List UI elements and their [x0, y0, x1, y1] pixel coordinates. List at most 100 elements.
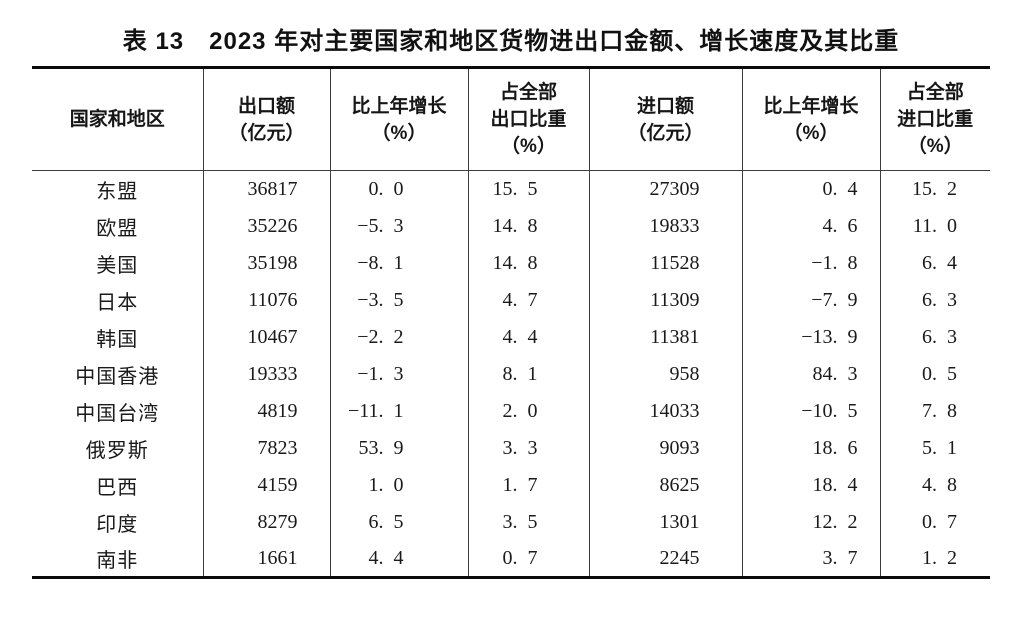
header-line: 占全部 [906, 82, 964, 103]
cell-import-value: 11309 [588, 281, 742, 319]
cell-export-share: 2. 0 [467, 392, 589, 430]
cell-region: 南非 [96, 549, 139, 572]
cell-import-value: 14033 [588, 392, 742, 430]
row-japan: 日本 11076 −3. 5 4. 7 11309 −7. 9 6. 3 [32, 281, 990, 319]
cell-region: 印度 [96, 513, 139, 536]
cell-region: 日本 [96, 291, 139, 314]
cell-import-growth: −10. 5 [741, 392, 880, 430]
cell-export-share: 8. 1 [467, 355, 589, 393]
cell-import-share: 15. 2 [879, 170, 990, 208]
cell-export-share: 1. 7 [467, 466, 589, 504]
row-india: 印度 8279 6. 5 3. 5 1301 12. 2 0. 7 [32, 503, 990, 541]
cell-export-value: 10467 [202, 318, 330, 356]
row-southafrica: 南非 1661 4. 4 0. 7 2245 3. 7 1. 2 [32, 540, 990, 578]
cell-import-growth: 3. 7 [741, 540, 880, 578]
cell-export-share: 3. 5 [467, 503, 589, 541]
cell-export-value: 36817 [202, 170, 330, 208]
header-line: （%） [501, 136, 556, 157]
cell-import-value: 27309 [588, 170, 742, 208]
cell-import-value: 19833 [588, 207, 742, 245]
cell-export-share: 0. 7 [467, 540, 589, 578]
row-asean: 东盟 36817 0. 0 15. 5 27309 0. 4 15. 2 [32, 170, 990, 208]
row-taiwan: 中国台湾 4819 −11. 1 2. 0 14033 −10. 5 7. 8 [32, 392, 990, 430]
header-line: （亿元） [228, 122, 305, 144]
header-line: （%） [783, 122, 839, 144]
cell-export-value: 7823 [202, 429, 330, 467]
cell-export-growth: −5. 3 [329, 207, 468, 245]
header-line: 国家和地区 [69, 109, 165, 130]
header-line: 出口额 [237, 95, 295, 117]
cell-import-share: 6. 3 [879, 318, 990, 356]
header-line: 比上年增长 [763, 95, 859, 117]
cell-import-value: 11528 [588, 244, 742, 282]
cell-import-value: 958 [588, 355, 742, 393]
table-header: 国家和地区 出口额 （亿元） 比上年增长 （%） 占全部 出口比重 [32, 67, 990, 171]
cell-import-value: 1301 [588, 503, 742, 541]
cell-export-growth: 6. 5 [329, 503, 468, 541]
col-header-export-share: 占全部 出口比重 （%） [467, 67, 589, 171]
cell-import-value: 8625 [588, 466, 742, 504]
header-line: 进口比重 [897, 109, 974, 130]
table-body: 东盟 36817 0. 0 15. 5 27309 0. 4 15. 2 欧盟 … [32, 170, 990, 578]
row-hongkong: 中国香港 19333 −1. 3 8. 1 958 84. 3 0. 5 [32, 355, 990, 393]
cell-export-growth: 1. 0 [329, 466, 468, 504]
cell-export-growth: −2. 2 [329, 318, 468, 356]
cell-export-share: 3. 3 [467, 429, 589, 467]
cell-export-value: 35198 [202, 244, 330, 282]
cell-import-growth: 18. 4 [741, 466, 880, 504]
cell-region: 巴西 [96, 476, 139, 499]
cell-export-value: 4819 [202, 392, 330, 430]
col-header-import-growth: 比上年增长 （%） [741, 67, 880, 171]
cell-import-growth: 12. 2 [741, 503, 880, 541]
cell-export-value: 19333 [202, 355, 330, 393]
cell-import-growth: 84. 3 [741, 355, 880, 393]
col-header-import-value: 进口额 （亿元） [588, 67, 742, 171]
cell-import-share: 1. 2 [879, 540, 990, 578]
header-line: 进口额 [636, 95, 694, 117]
cell-import-share: 0. 5 [879, 355, 990, 393]
cell-export-share: 15. 5 [467, 170, 589, 208]
cell-import-growth: 18. 6 [741, 429, 880, 467]
cell-import-value: 2245 [588, 540, 742, 578]
cell-import-growth: −1. 8 [741, 244, 880, 282]
cell-export-growth: −3. 5 [329, 281, 468, 319]
cell-import-share: 7. 8 [879, 392, 990, 430]
table-title: 表 13 2023 年对主要国家和地区货物进出口金额、增长速度及其比重 [122, 28, 900, 55]
cell-region: 韩国 [96, 328, 139, 351]
col-header-import-share: 占全部 进口比重 （%） [879, 67, 990, 171]
cell-export-growth: −11. 1 [329, 392, 468, 430]
cell-export-value: 4159 [202, 466, 330, 504]
cell-export-growth: 0. 0 [329, 170, 468, 208]
col-header-region: 国家和地区 [32, 67, 203, 171]
col-header-export-growth: 比上年增长 （%） [329, 67, 468, 171]
cell-export-share: 14. 8 [467, 244, 589, 282]
cell-import-growth: 0. 4 [741, 170, 880, 208]
row-usa: 美国 35198 −8. 1 14. 8 11528 −1. 8 6. 4 [32, 244, 990, 282]
cell-import-growth: 4. 6 [741, 207, 880, 245]
cell-export-value: 11076 [202, 281, 330, 319]
cell-export-share: 4. 4 [467, 318, 589, 356]
cell-export-growth: −8. 1 [329, 244, 468, 282]
cell-export-value: 8279 [202, 503, 330, 541]
cell-import-share: 6. 4 [879, 244, 990, 282]
cell-import-share: 11. 0 [879, 207, 990, 245]
trade-table: 国家和地区 出口额 （亿元） 比上年增长 （%） 占全部 出口比重 [32, 66, 990, 579]
cell-import-value: 11381 [588, 318, 742, 356]
row-korea: 韩国 10467 −2. 2 4. 4 11381 −13. 9 6. 3 [32, 318, 990, 356]
cell-export-growth: −1. 3 [329, 355, 468, 393]
cell-import-share: 0. 7 [879, 503, 990, 541]
header-line: 出口比重 [490, 109, 567, 130]
cell-region: 俄罗斯 [85, 439, 149, 462]
row-eu: 欧盟 35226 −5. 3 14. 8 19833 4. 6 11. 0 [32, 207, 990, 245]
cell-export-growth: 53. 9 [329, 429, 468, 467]
header-line: 占全部 [499, 82, 557, 103]
cell-region: 东盟 [96, 180, 139, 203]
cell-export-value: 1661 [202, 540, 330, 578]
cell-region: 欧盟 [96, 217, 139, 240]
cell-import-share: 6. 3 [879, 281, 990, 319]
cell-export-growth: 4. 4 [329, 540, 468, 578]
cell-export-share: 4. 7 [467, 281, 589, 319]
cell-region: 中国香港 [75, 365, 160, 388]
cell-import-share: 5. 1 [879, 429, 990, 467]
cell-import-growth: −7. 9 [741, 281, 880, 319]
